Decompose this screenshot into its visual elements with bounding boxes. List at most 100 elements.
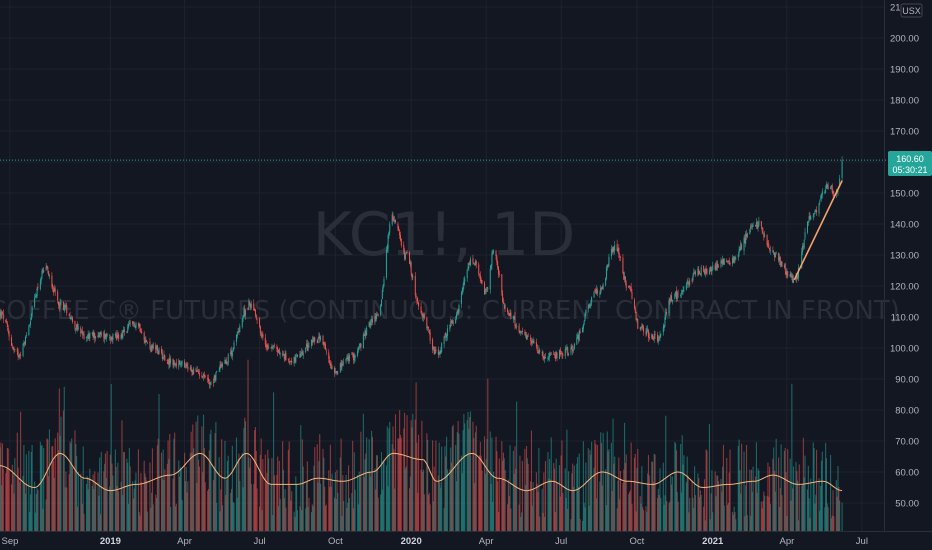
volume-bar bbox=[422, 471, 424, 531]
candle-body bbox=[306, 343, 308, 351]
volume-bar bbox=[118, 491, 120, 531]
candle-body bbox=[562, 354, 564, 357]
volume-bar bbox=[47, 439, 49, 531]
candle-body bbox=[161, 352, 163, 359]
volume-bar bbox=[371, 437, 373, 531]
candle-body bbox=[699, 273, 701, 275]
price-axis[interactable]: 200.00 190.00 180.00 170.00 150.00 140.00 130.… bbox=[884, 0, 920, 531]
candle-body bbox=[69, 315, 71, 319]
candle-body bbox=[313, 336, 315, 342]
candle-body bbox=[426, 317, 428, 329]
candle-body bbox=[516, 326, 518, 328]
volume-bar bbox=[434, 482, 436, 531]
candle-body bbox=[295, 356, 297, 363]
candle-body bbox=[503, 304, 505, 306]
candle-body bbox=[741, 244, 743, 250]
volume-bar bbox=[824, 507, 826, 531]
candle-body bbox=[663, 325, 665, 328]
candle-body bbox=[253, 303, 255, 311]
candle-body bbox=[23, 342, 25, 344]
volume-bar bbox=[432, 440, 434, 531]
candle-body bbox=[294, 357, 296, 362]
candle-body bbox=[462, 286, 464, 292]
candle-body bbox=[612, 247, 614, 253]
volume-bar bbox=[549, 479, 551, 531]
candle-body bbox=[455, 313, 457, 319]
volume-bar bbox=[237, 459, 239, 531]
volume-bar bbox=[654, 454, 656, 531]
volume-bar bbox=[117, 462, 119, 531]
trendline[interactable] bbox=[793, 180, 843, 281]
volume-bar bbox=[749, 469, 751, 531]
candle-body bbox=[282, 353, 284, 356]
volume-bar bbox=[410, 420, 412, 531]
volume-bar bbox=[489, 431, 491, 531]
volume-bar bbox=[342, 475, 344, 531]
candle-body bbox=[249, 303, 251, 308]
candle-body bbox=[509, 313, 511, 316]
volume-bar bbox=[169, 434, 171, 531]
volume-bar bbox=[138, 512, 140, 531]
candle-body bbox=[579, 330, 581, 334]
candle-body bbox=[103, 332, 105, 338]
candle-body bbox=[797, 268, 799, 279]
candle-body bbox=[744, 238, 746, 244]
candle-body bbox=[174, 363, 176, 365]
time-tick-label: Jul bbox=[856, 536, 868, 547]
volume-bar bbox=[663, 504, 665, 531]
candle-body bbox=[89, 333, 91, 339]
volume-bar bbox=[319, 434, 321, 531]
volume-bar bbox=[249, 467, 251, 531]
candle-body bbox=[134, 327, 136, 328]
time-axis[interactable]: Sep 2019 Apr Jul Oct 2020 Apr Jul Oct 2021 Apr Jul bbox=[0, 531, 932, 548]
candle-body bbox=[266, 345, 268, 348]
candle-body bbox=[595, 290, 597, 294]
candle-body bbox=[433, 346, 435, 355]
volume-bar bbox=[596, 445, 598, 531]
currency-unit-badge[interactable] bbox=[900, 3, 923, 18]
volume-bar bbox=[400, 437, 402, 531]
volume-bar bbox=[109, 454, 111, 531]
volume-bar bbox=[526, 458, 528, 531]
candle-body bbox=[463, 280, 465, 287]
volume-bar bbox=[658, 495, 660, 531]
candle-body bbox=[780, 261, 782, 266]
volume-bar bbox=[602, 432, 604, 531]
volume-bar bbox=[508, 496, 510, 531]
candle-body bbox=[76, 324, 78, 330]
volume-bar bbox=[515, 468, 517, 531]
volume-bar bbox=[784, 447, 786, 531]
candle-body bbox=[704, 270, 706, 274]
candle-body bbox=[809, 215, 811, 220]
volume-bar bbox=[571, 473, 573, 531]
candle-body bbox=[605, 267, 607, 279]
candle-body bbox=[25, 335, 27, 336]
volume-bar bbox=[24, 484, 26, 531]
candle-body bbox=[606, 264, 608, 268]
volume-bar bbox=[133, 488, 135, 531]
volume-bar bbox=[353, 452, 355, 531]
candle-body bbox=[827, 184, 829, 190]
volume-bar bbox=[416, 442, 418, 531]
volume-bar bbox=[716, 475, 718, 531]
volume-bar bbox=[553, 462, 555, 531]
volume-bar bbox=[63, 386, 65, 531]
volume-bar bbox=[819, 510, 821, 531]
candle-body bbox=[204, 376, 206, 378]
volume-bar bbox=[560, 455, 562, 531]
volume-bar bbox=[497, 511, 500, 531]
candle-body bbox=[92, 332, 94, 337]
candle-body bbox=[825, 189, 827, 193]
candle-body bbox=[507, 312, 509, 314]
volume-bar bbox=[452, 424, 454, 531]
volume-bar bbox=[37, 490, 39, 531]
candle-body bbox=[760, 220, 762, 227]
volume-bar bbox=[62, 410, 64, 531]
candle-body bbox=[432, 347, 434, 350]
volume-bar bbox=[195, 421, 197, 531]
volume-bar bbox=[555, 458, 557, 531]
volume-bar bbox=[806, 489, 809, 531]
candle-body bbox=[590, 303, 592, 305]
